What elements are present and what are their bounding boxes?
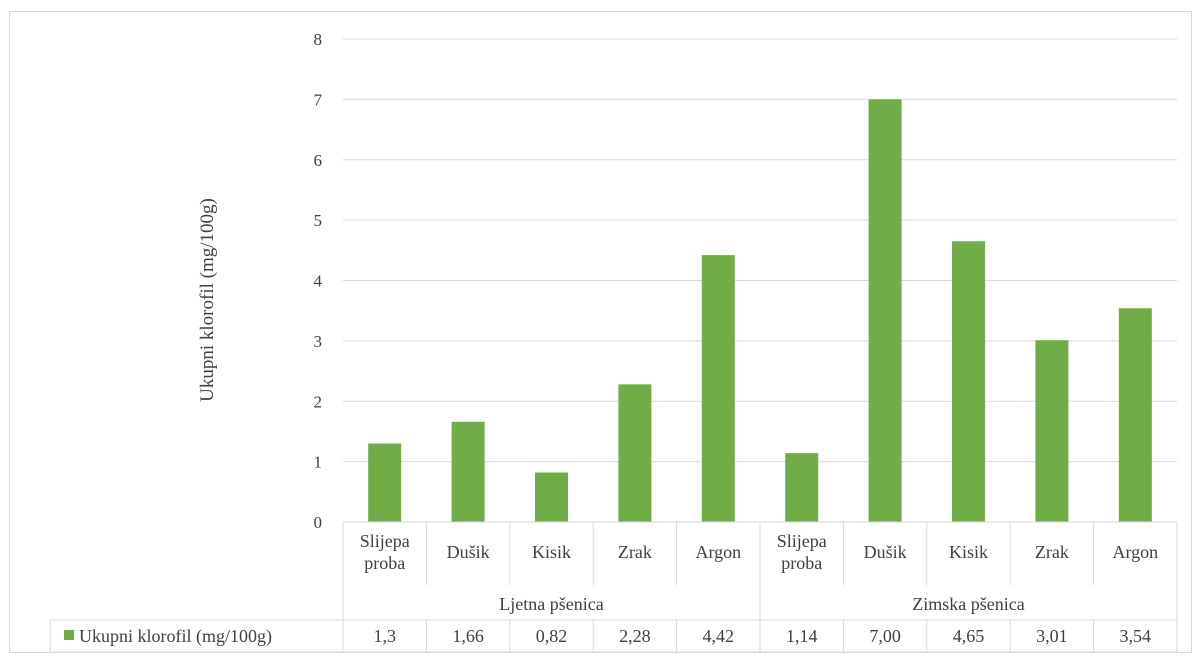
data-label: 7,00 bbox=[869, 626, 901, 646]
group-label: Ljetna pšenica bbox=[499, 594, 603, 614]
legend-swatch bbox=[64, 630, 74, 640]
data-label: 1,66 bbox=[452, 626, 484, 646]
y-tick-label: 5 bbox=[314, 211, 323, 230]
x-tick-label: Dušik bbox=[447, 542, 490, 562]
data-label: 4,65 bbox=[953, 626, 985, 646]
data-label: 3,54 bbox=[1120, 626, 1152, 646]
y-tick-label: 1 bbox=[314, 453, 323, 472]
bar bbox=[451, 421, 485, 522]
y-tick-label: 7 bbox=[314, 90, 323, 109]
bar bbox=[868, 99, 902, 522]
bar bbox=[368, 443, 402, 522]
x-tick-label: Zrak bbox=[1035, 542, 1069, 562]
x-tick-label: proba bbox=[781, 553, 822, 573]
bar bbox=[952, 241, 985, 522]
x-tick-label: Kisik bbox=[949, 542, 988, 562]
x-tick-label: Kisik bbox=[532, 542, 571, 562]
bar bbox=[618, 384, 652, 522]
data-label: 1,3 bbox=[373, 626, 396, 646]
y-tick-label: 2 bbox=[314, 392, 323, 411]
data-label: 4,42 bbox=[703, 626, 735, 646]
data-label: 3,01 bbox=[1036, 626, 1068, 646]
x-tick-label: Dušik bbox=[864, 542, 907, 562]
data-label: 0,82 bbox=[536, 626, 568, 646]
x-tick-label: Slijepa bbox=[360, 531, 410, 551]
y-tick-label: 0 bbox=[314, 513, 323, 532]
x-tick-label: proba bbox=[364, 553, 405, 573]
legend-label: Ukupni klorofil (mg/100g) bbox=[79, 626, 272, 647]
x-tick-label: Argon bbox=[1112, 542, 1158, 562]
x-tick-label: Argon bbox=[695, 542, 741, 562]
data-label: 1,14 bbox=[786, 626, 818, 646]
bar bbox=[701, 255, 735, 522]
y-axis-title: Ukupni klorofil (mg/100g) bbox=[197, 198, 218, 402]
y-tick-label: 8 bbox=[314, 30, 323, 49]
y-tick-label: 6 bbox=[314, 151, 323, 170]
bar bbox=[785, 453, 819, 522]
y-tick-label: 3 bbox=[314, 332, 323, 351]
x-tick-label: Slijepa bbox=[777, 531, 827, 551]
bar bbox=[1118, 308, 1152, 522]
group-label: Zimska pšenica bbox=[912, 594, 1024, 614]
bar bbox=[1035, 340, 1069, 522]
bar bbox=[535, 472, 568, 522]
chart-frame bbox=[9, 11, 1192, 653]
x-tick-label: Zrak bbox=[618, 542, 652, 562]
data-label: 2,28 bbox=[619, 626, 651, 646]
y-tick-label: 4 bbox=[314, 272, 323, 291]
